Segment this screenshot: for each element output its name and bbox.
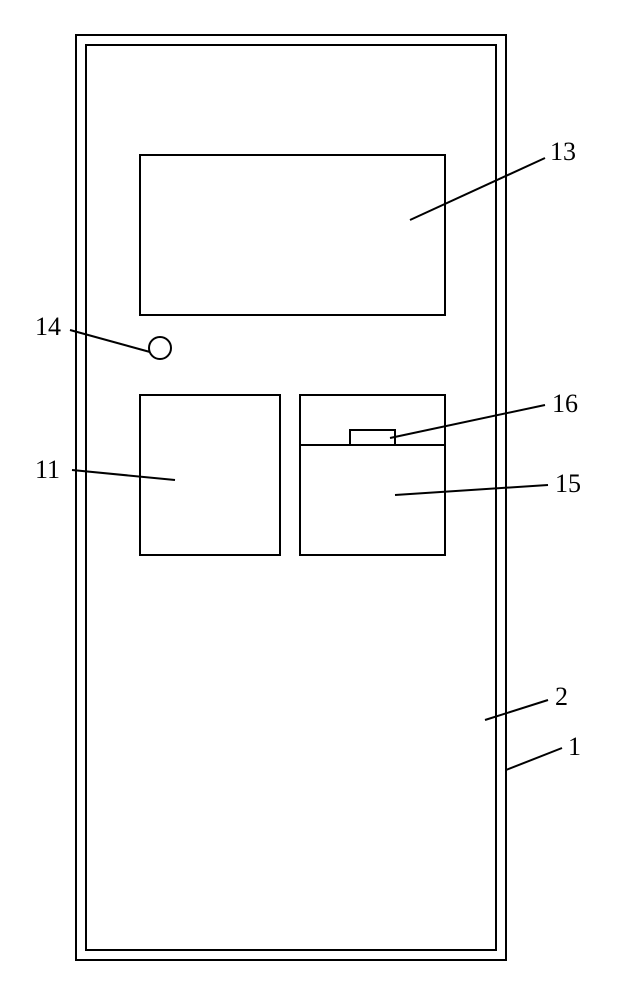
leader-14 [70, 330, 150, 352]
leader-15 [395, 485, 548, 495]
label-1: 1 [568, 732, 581, 761]
slot [350, 430, 395, 445]
leader-16 [390, 405, 545, 438]
leader-11 [72, 470, 175, 480]
technical-diagram: 13 14 16 11 15 2 1 [0, 0, 617, 1000]
leader-2 [485, 700, 548, 720]
left-panel [140, 395, 280, 555]
label-14: 14 [35, 312, 61, 341]
right-panel [300, 395, 445, 555]
top-panel [140, 155, 445, 315]
leader-13 [410, 158, 545, 220]
small-circle [149, 337, 171, 359]
label-15: 15 [555, 469, 581, 498]
inner-frame [86, 45, 496, 950]
label-16: 16 [552, 389, 578, 418]
label-2: 2 [555, 682, 568, 711]
label-13: 13 [550, 137, 576, 166]
leader-1 [506, 748, 562, 770]
label-11: 11 [35, 455, 60, 484]
